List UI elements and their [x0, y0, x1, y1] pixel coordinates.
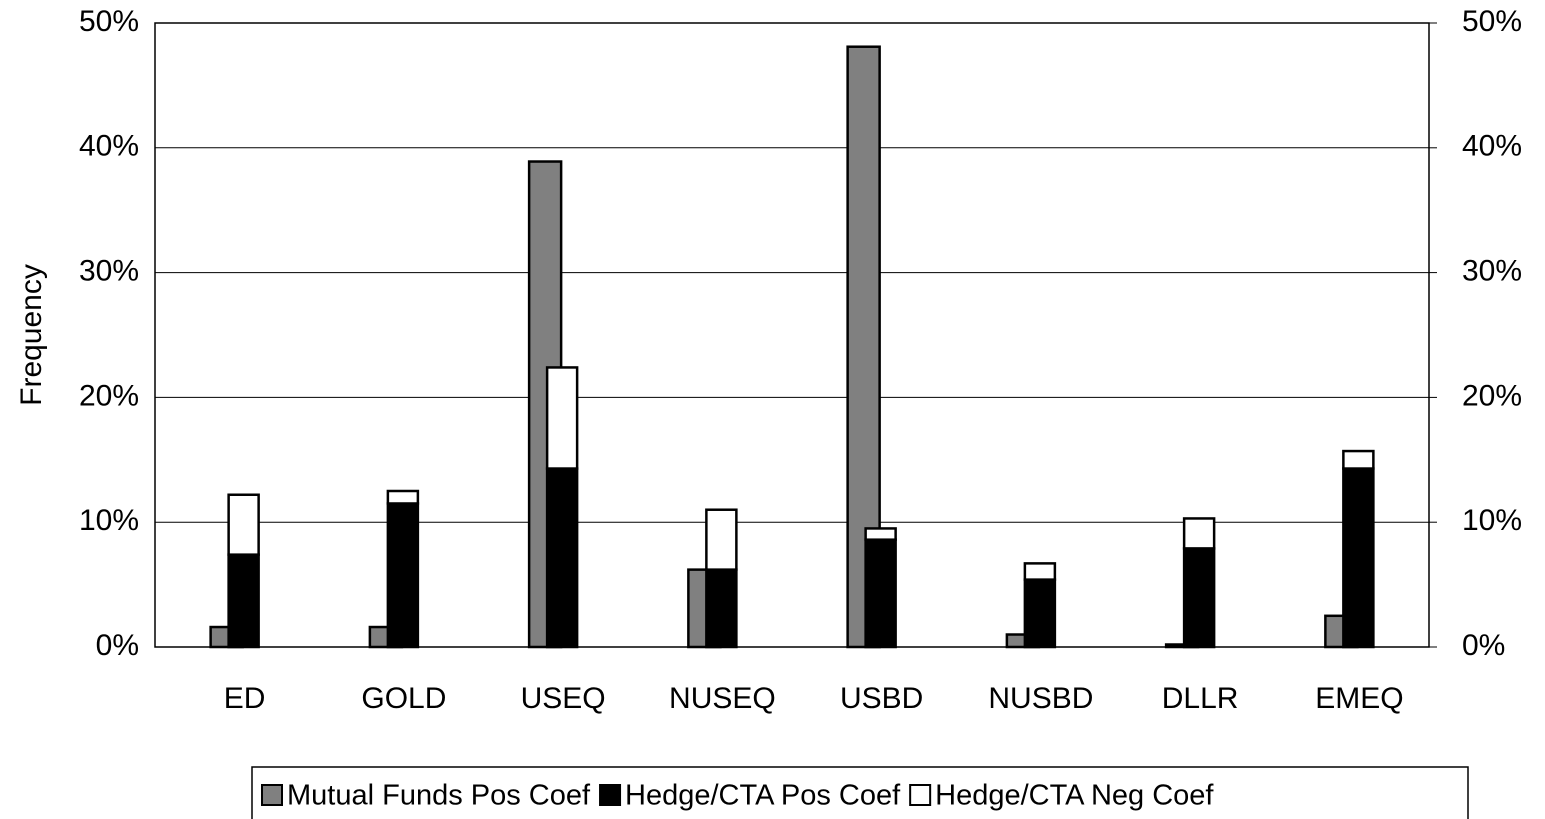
y-axis-label: Frequency	[15, 264, 48, 406]
y2-tick-label: 40%	[1462, 130, 1522, 163]
x-tick-label: USEQ	[521, 682, 606, 715]
bar	[1182, 547, 1216, 649]
bar	[386, 502, 420, 649]
x-tick-label: USBD	[840, 682, 923, 715]
y2-tick-label: 20%	[1462, 379, 1522, 412]
legend-label: Hedge/CTA Pos Coef	[625, 780, 901, 812]
y2-tick-label: 0%	[1462, 629, 1505, 662]
bar	[864, 538, 897, 649]
bar	[386, 489, 420, 505]
x-tick-label: NUSEQ	[669, 682, 776, 715]
y2-tick-label: 50%	[1462, 5, 1522, 38]
bar	[1023, 578, 1057, 649]
x-tick-label: GOLD	[361, 682, 446, 715]
bar	[227, 493, 260, 556]
x-tick-label: DLLR	[1162, 682, 1239, 715]
y2-tick-label: 10%	[1462, 504, 1522, 537]
x-tick-label: ED	[224, 682, 266, 715]
bar	[1342, 467, 1375, 649]
legend-swatch	[261, 784, 283, 806]
bar	[1023, 562, 1057, 581]
y-tick-label: 30%	[79, 255, 139, 288]
bar	[227, 553, 260, 649]
y-tick-label: 50%	[79, 5, 139, 38]
y-tick-label: 20%	[79, 379, 139, 412]
bar	[705, 568, 738, 649]
bar	[864, 527, 897, 541]
bar	[1182, 517, 1216, 550]
legend-label: Mutual Funds Pos Coef	[287, 780, 591, 812]
y-tick-label: 10%	[79, 504, 139, 537]
legend: Mutual Funds Pos Coef Hedge/CTA Pos Coef H…	[251, 766, 1469, 819]
bar	[545, 366, 579, 470]
x-tick-label: NUSBD	[988, 682, 1093, 715]
y-tick-label: 40%	[79, 130, 139, 163]
legend-label: Hedge/CTA Neg Coef	[935, 780, 1214, 812]
bar	[545, 467, 579, 649]
bar	[1342, 449, 1375, 470]
y2-tick-label: 30%	[1462, 255, 1522, 288]
plot-frame	[154, 22, 1430, 648]
legend-frame	[251, 766, 1469, 819]
legend-swatch	[599, 784, 622, 806]
x-tick-label: EMEQ	[1315, 682, 1403, 715]
legend-swatch	[909, 784, 932, 806]
bar	[705, 508, 738, 571]
y-tick-label: 0%	[96, 629, 139, 662]
